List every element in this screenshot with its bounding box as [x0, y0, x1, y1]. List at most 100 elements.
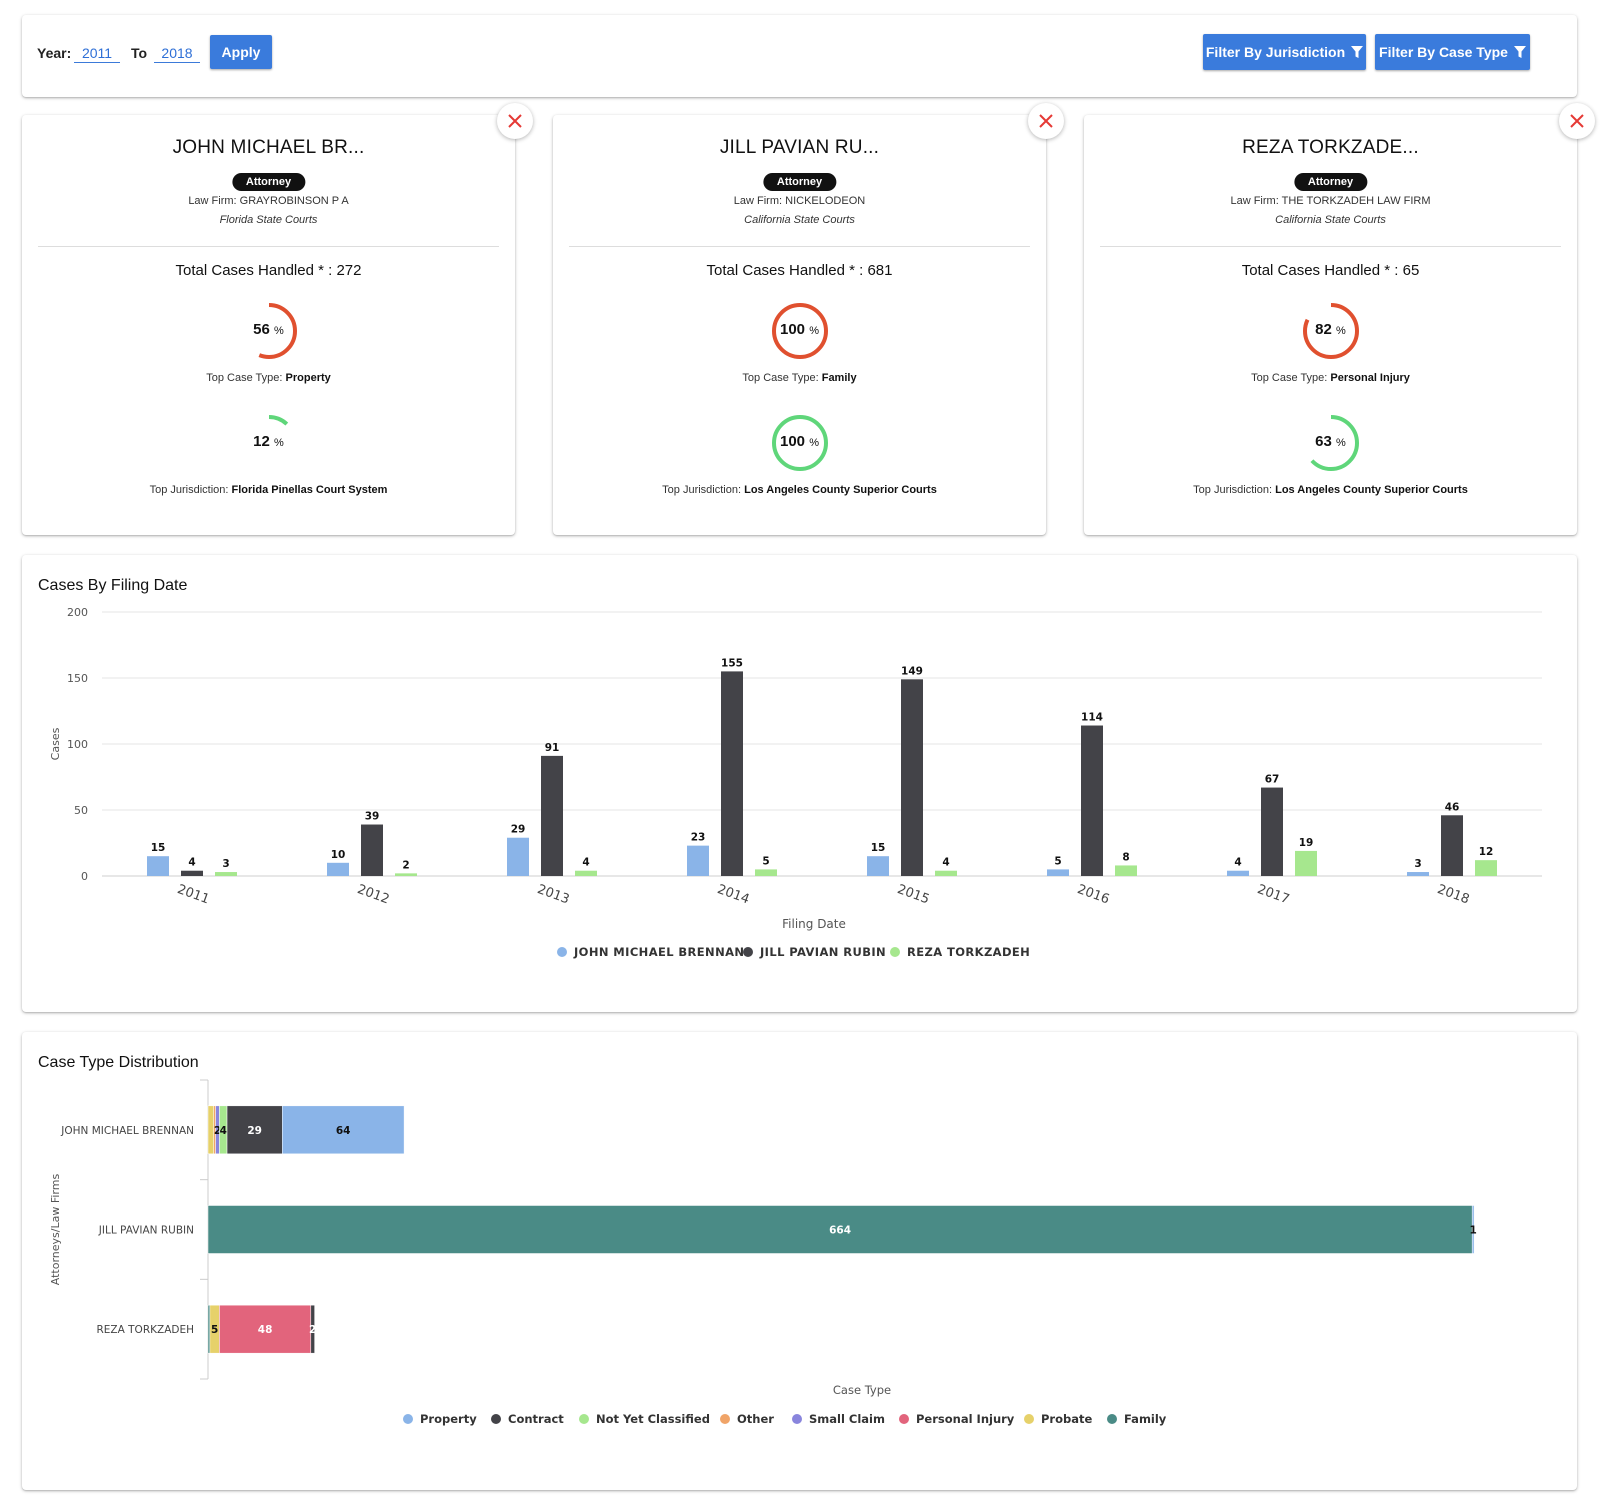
bar[interactable]: [507, 837, 529, 876]
stacked-bar-segment[interactable]: [226, 1105, 283, 1155]
top-case-type-label: Top Case Type:: [1251, 372, 1328, 384]
stacked-bar-segment[interactable]: [282, 1105, 405, 1155]
apply-button[interactable]: Apply: [210, 35, 272, 69]
bar-data-label: 67: [1265, 774, 1280, 786]
top-case-type-value: Property: [285, 372, 331, 384]
legend-item[interactable]: Probate: [1041, 1412, 1092, 1426]
jurisdiction-percent-value: 63: [1315, 433, 1332, 450]
top-jurisdiction-value: Florida Pinellas Court System: [231, 484, 388, 496]
remove-attorney-button[interactable]: [497, 103, 533, 139]
bar[interactable]: [1115, 865, 1137, 876]
bar[interactable]: [181, 870, 203, 876]
bar[interactable]: [1227, 870, 1249, 876]
top-case-type-line: Top Case Type: Family: [553, 372, 1046, 384]
bar[interactable]: [575, 870, 597, 876]
card-divider: [1100, 246, 1561, 247]
top-case-type-value: Personal Injury: [1330, 372, 1410, 384]
remove-attorney-button[interactable]: [1028, 103, 1064, 139]
percent-symbol: %: [274, 325, 284, 337]
legend-item[interactable]: Other: [737, 1412, 774, 1426]
remove-attorney-button[interactable]: [1559, 103, 1595, 139]
bar[interactable]: [215, 872, 237, 876]
legend-marker: [890, 947, 900, 957]
bar[interactable]: [541, 755, 563, 876]
top-jurisdiction-line: Top Jurisdiction: Los Angeles County Sup…: [553, 484, 1046, 496]
role-badge: Attorney: [1293, 173, 1368, 191]
bar[interactable]: [395, 873, 417, 876]
segment-data-label: 64: [336, 1125, 351, 1137]
top-case-type-line: Top Case Type: Personal Injury: [1084, 372, 1577, 384]
x-tick-label: 2011: [175, 882, 211, 907]
bar-data-label: 39: [365, 811, 380, 823]
bar[interactable]: [755, 869, 777, 876]
legend-item[interactable]: REZA TORKZADEH: [907, 945, 1030, 959]
segment-data-label: 2: [309, 1324, 316, 1336]
bar[interactable]: [721, 671, 743, 876]
legend-item[interactable]: Family: [1124, 1412, 1167, 1426]
filter-by-jurisdiction-button[interactable]: Filter By Jurisdiction: [1203, 34, 1366, 70]
bar[interactable]: [147, 856, 169, 876]
top-case-type-label: Top Case Type:: [206, 372, 283, 384]
x-axis-label: Case Type: [833, 1383, 891, 1397]
x-tick-label: 2016: [1075, 882, 1111, 907]
top-jurisdiction-label: Top Jurisdiction:: [149, 484, 229, 496]
stacked-bar-segment[interactable]: [1471, 1205, 1475, 1254]
segment-data-label: 664: [829, 1225, 851, 1237]
filter-by-jurisdiction-label: Filter By Jurisdiction: [1205, 44, 1346, 60]
legend-item[interactable]: JILL PAVIAN RUBIN: [759, 945, 886, 959]
bar[interactable]: [361, 824, 383, 876]
legend-marker: [1024, 1414, 1034, 1424]
bar[interactable]: [1407, 872, 1429, 876]
legend-item[interactable]: Personal Injury: [916, 1412, 1015, 1426]
top-jurisdiction-value: Los Angeles County Superior Courts: [744, 484, 937, 496]
stacked-bar-segment[interactable]: [207, 1205, 1473, 1254]
case-type-percent-value: 100: [780, 321, 806, 338]
court-system: Florida State Courts: [219, 214, 318, 226]
bar-data-label: 4: [188, 857, 195, 869]
bar-data-label: 5: [1054, 855, 1061, 867]
y-category-label: REZA TORKZADEH: [97, 1324, 195, 1336]
y-category-label: JOHN MICHAEL BRENNAN: [60, 1125, 194, 1137]
bar[interactable]: [1261, 787, 1283, 876]
bar[interactable]: [1295, 850, 1317, 876]
law-firm-line: Law Firm: THE TORKZADEH LAW FIRM: [1084, 195, 1577, 207]
bar[interactable]: [1081, 725, 1103, 876]
legend-item[interactable]: Contract: [508, 1412, 564, 1426]
bar-data-label: 4: [942, 857, 949, 869]
legend-marker: [720, 1414, 730, 1424]
bar[interactable]: [1441, 815, 1463, 876]
segment-data-label: 48: [258, 1324, 273, 1336]
legend-item[interactable]: Small Claim: [809, 1412, 885, 1426]
percent-symbol: %: [809, 437, 819, 449]
year-from-input[interactable]: [74, 43, 120, 63]
bar[interactable]: [867, 856, 889, 876]
bar-data-label: 149: [901, 665, 923, 677]
bar-data-label: 15: [871, 842, 886, 854]
y-tick-label: 100: [67, 738, 88, 751]
year-to-input[interactable]: [154, 43, 200, 63]
filter-by-case-type-button[interactable]: Filter By Case Type: [1375, 34, 1530, 70]
card-divider: [38, 246, 499, 247]
stacked-bar-segment[interactable]: [310, 1304, 315, 1354]
legend-item[interactable]: Not Yet Classified: [596, 1412, 710, 1426]
legend-marker: [743, 947, 753, 957]
stacked-bar-segment[interactable]: [207, 1304, 211, 1354]
bar[interactable]: [1047, 869, 1069, 876]
stacked-bar-segment[interactable]: [207, 1105, 214, 1155]
close-icon: [508, 114, 522, 128]
bar-data-label: 29: [511, 824, 526, 836]
top-jurisdiction-label: Top Jurisdiction:: [1193, 484, 1273, 496]
to-label: To: [131, 45, 148, 61]
year-label: Year:: [37, 45, 72, 61]
bar[interactable]: [327, 862, 349, 876]
bar[interactable]: [901, 679, 923, 876]
bar[interactable]: [687, 845, 709, 876]
segment-data-label: 29: [247, 1125, 262, 1137]
bar-data-label: 46: [1445, 801, 1460, 813]
bar[interactable]: [1475, 860, 1497, 876]
legend-item[interactable]: Property: [420, 1412, 477, 1426]
bar[interactable]: [935, 870, 957, 876]
bar-data-label: 15: [151, 842, 166, 854]
legend-item[interactable]: JOHN MICHAEL BRENNAN: [573, 945, 744, 959]
